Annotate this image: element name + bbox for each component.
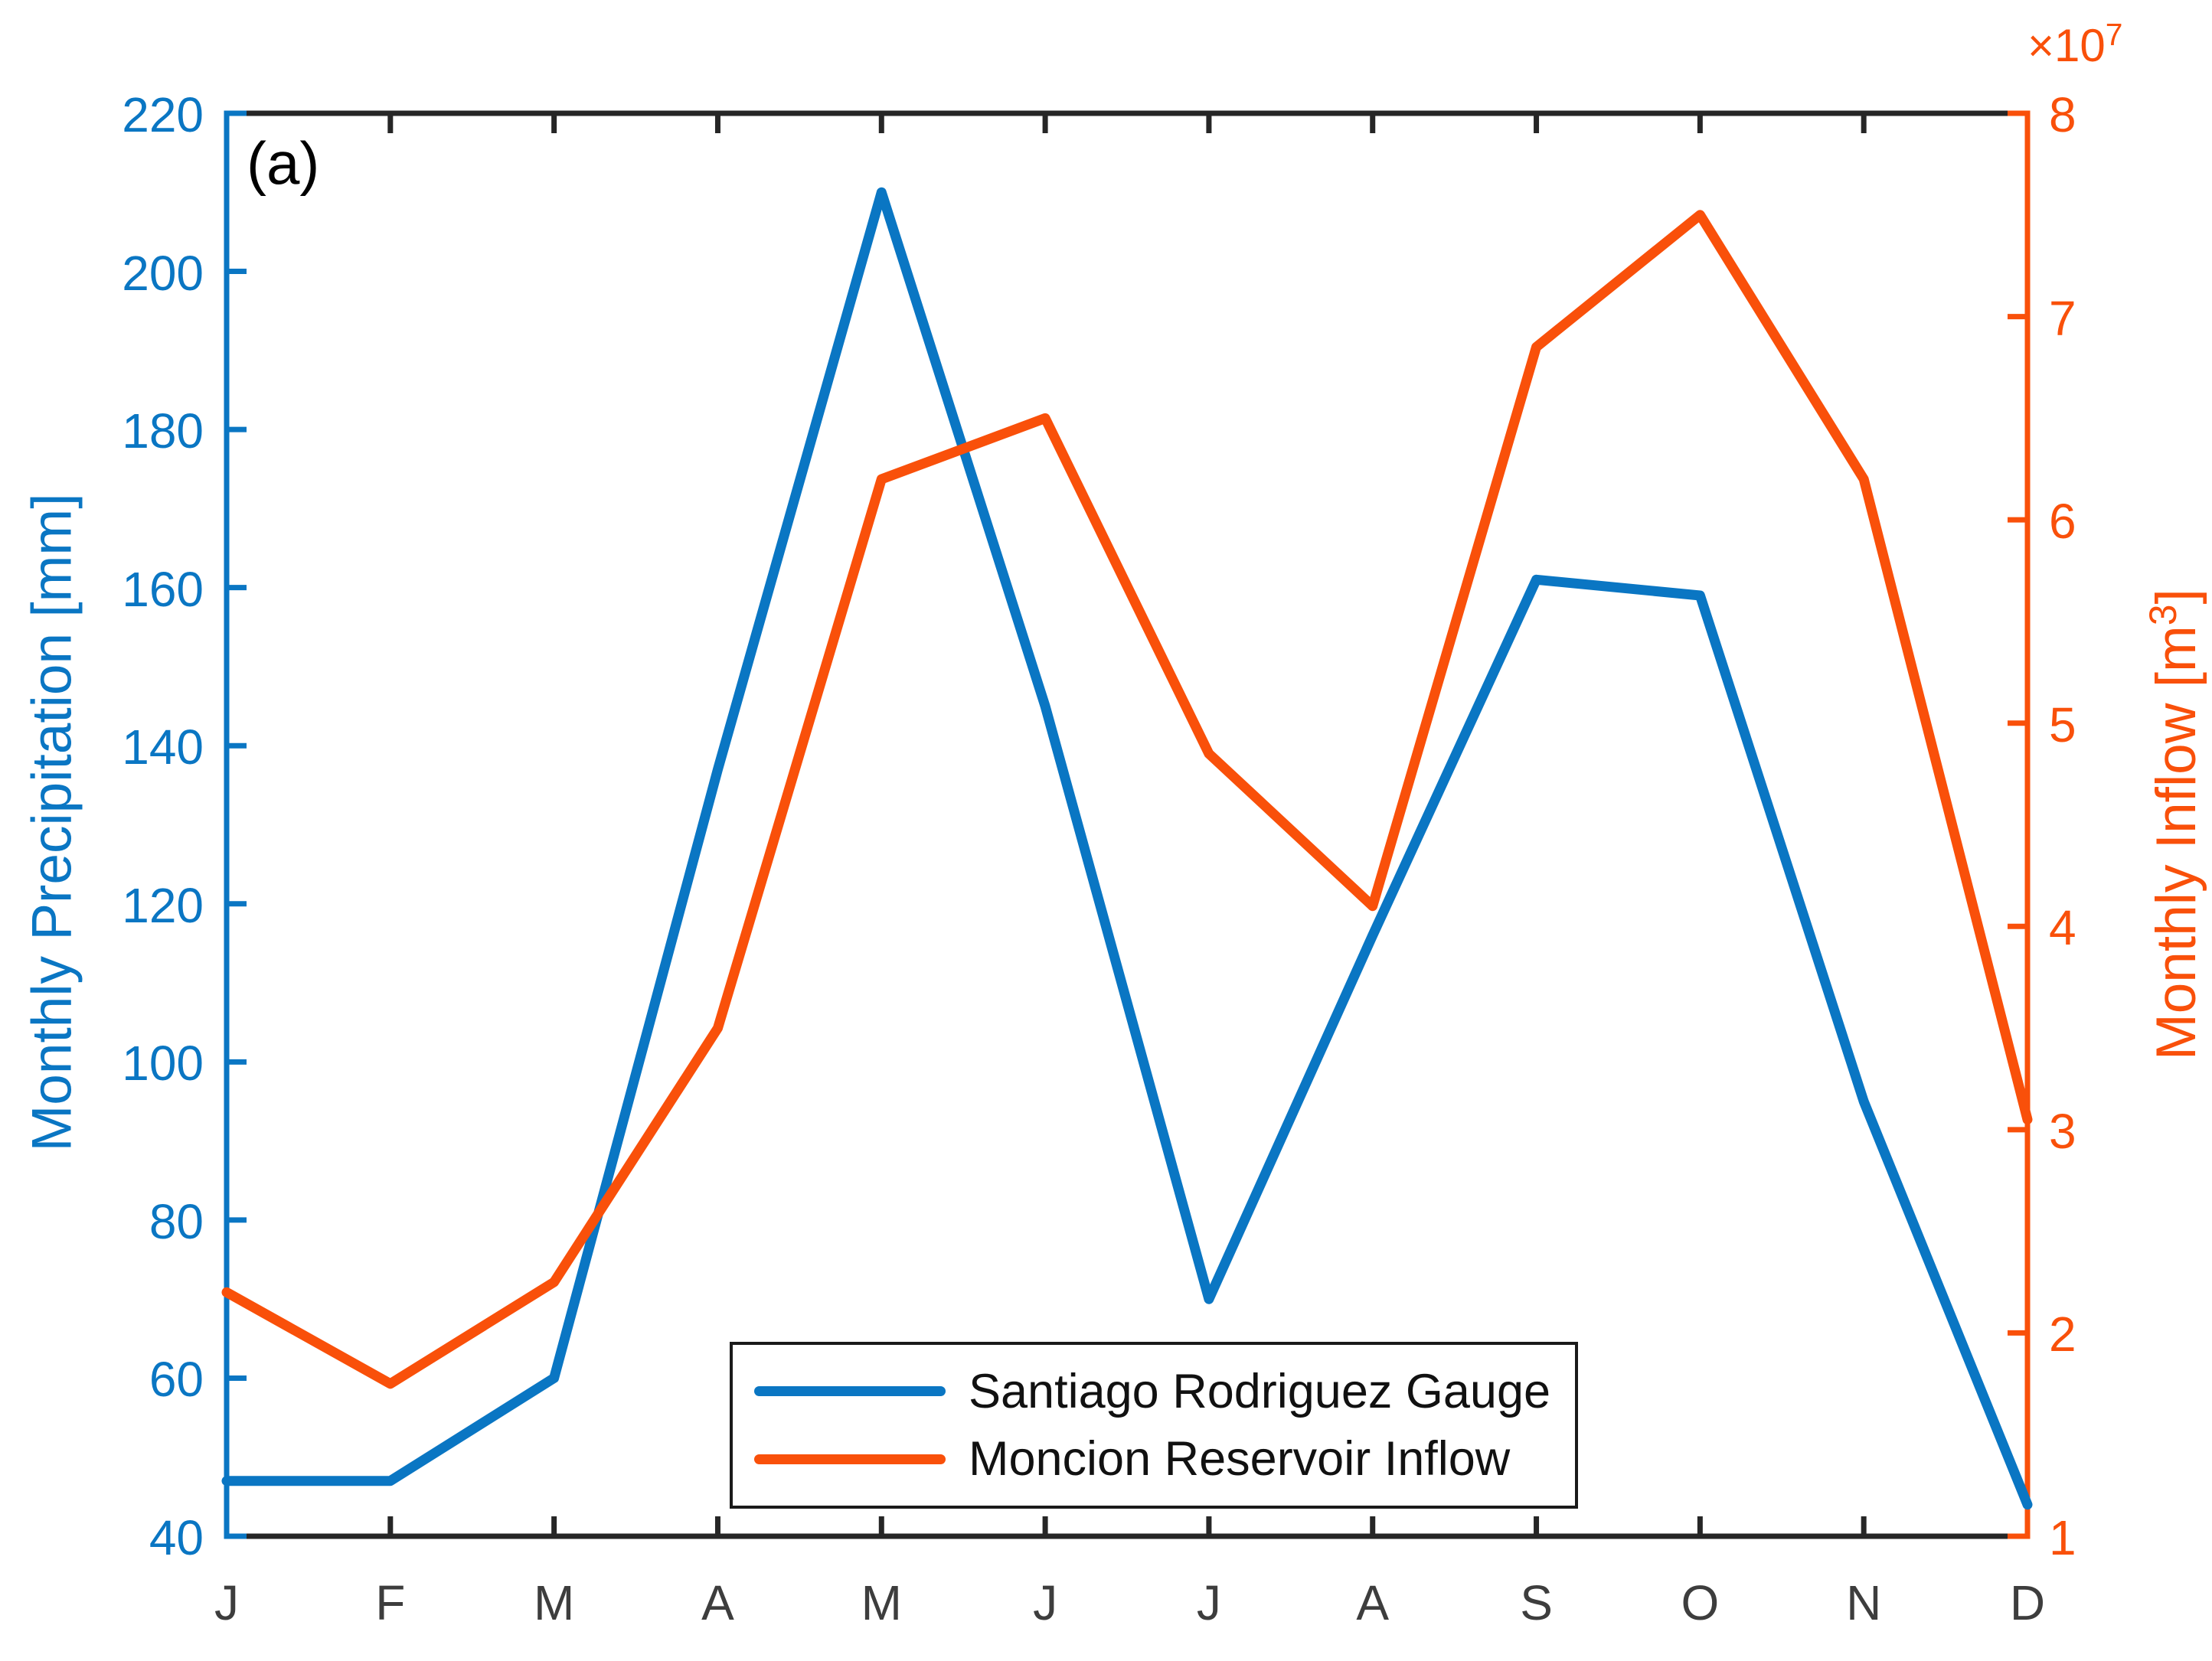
panel-label: (a) — [247, 129, 320, 197]
x-tick-label-12: D — [2009, 1575, 2046, 1630]
left-y-tick-label: 100 — [122, 1036, 204, 1092]
right-y-tick-label: 1 — [2049, 1510, 2076, 1565]
left-y-tick-label: 120 — [122, 877, 204, 933]
x-tick-label-4: A — [701, 1575, 734, 1630]
right-y-axis-title-text: Monthly Inflow [m — [2145, 625, 2208, 1060]
x-tick-label-7: J — [1196, 1575, 1221, 1630]
x-tick-label-1: J — [214, 1575, 239, 1630]
right-y-tick-label: 5 — [2049, 697, 2076, 752]
legend-box: Santiago Rodriguez Gauge Moncion Reservo… — [730, 1342, 1578, 1509]
x-tick-label-8: A — [1356, 1575, 1390, 1630]
x-tick-label-10: O — [1681, 1575, 1720, 1630]
left-y-axis-title: Monthly Precipitation [mm] — [21, 492, 83, 1152]
right-y-tick-label: 6 — [2049, 494, 2076, 550]
right-y-axis-title-sup: 3 — [2141, 604, 2184, 625]
legend-item-precipitation: Santiago Rodriguez Gauge — [733, 1364, 1575, 1419]
x-tick-label-11: N — [1846, 1575, 1882, 1630]
right-y-tick-label: 8 — [2049, 87, 2076, 142]
legend-label: Santiago Rodriguez Gauge — [969, 1364, 1551, 1418]
x-tick-label-3: M — [533, 1575, 575, 1630]
inflow-line — [221, 210, 2033, 1389]
x-tick-label-9: S — [1520, 1575, 1553, 1630]
left-y-tick-label: 40 — [149, 1510, 204, 1565]
legend-label: Moncion Reservoir Inflow — [969, 1432, 1511, 1486]
right-y-axis-title: Monthly Inflow [m3] — [2141, 365, 2208, 1284]
right-y-tick-label: 2 — [2049, 1307, 2076, 1362]
x-tick-label-6: J — [1033, 1575, 1058, 1630]
left-y-tick-label: 200 — [122, 245, 204, 301]
left-y-tick-label: 80 — [149, 1193, 204, 1249]
right-y-tick-label: 7 — [2049, 290, 2076, 346]
right-y-tick-label: 4 — [2049, 900, 2076, 956]
exponent-base: ×10 — [2027, 20, 2106, 71]
right-axis-exponent-label: ×107 — [2027, 17, 2122, 72]
x-tick-label-5: M — [861, 1575, 902, 1630]
left-y-tick-label: 140 — [122, 720, 204, 775]
x-tick-label-2: F — [375, 1575, 406, 1630]
legend-line-swatch-orange — [754, 1454, 946, 1464]
left-y-tick-label: 180 — [122, 403, 204, 459]
legend-line-swatch-blue — [754, 1386, 946, 1397]
precipitation-line — [221, 187, 2033, 1510]
exponent-power: 7 — [2105, 17, 2123, 52]
right-y-axis-title-bracket: ] — [2145, 588, 2208, 605]
legend-item-inflow: Moncion Reservoir Inflow — [733, 1431, 1575, 1486]
right-y-tick-label: 3 — [2049, 1103, 2076, 1159]
left-y-tick-label: 60 — [149, 1352, 204, 1408]
left-y-tick-label: 220 — [122, 87, 204, 142]
left-y-tick-label: 160 — [122, 561, 204, 617]
